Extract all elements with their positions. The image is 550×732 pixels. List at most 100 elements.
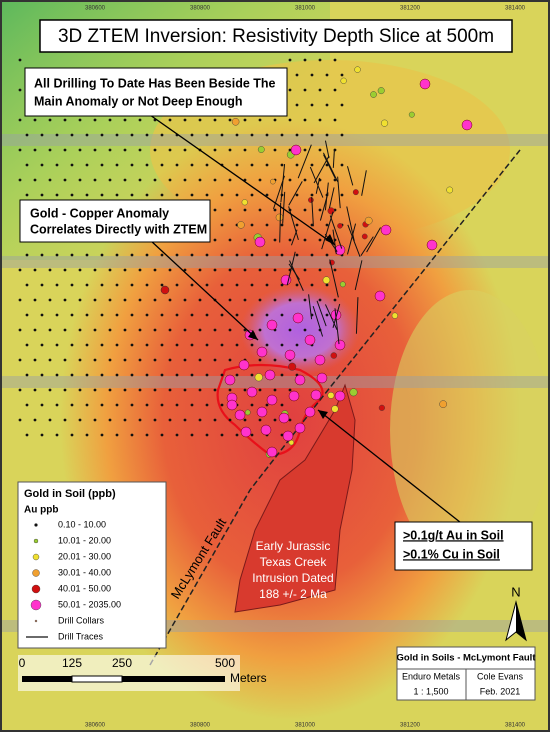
soil-sample (115, 373, 119, 377)
north-arrow-fill (516, 602, 526, 640)
soil-sample (205, 313, 209, 317)
soil-sample (258, 298, 262, 302)
soil-sample (175, 343, 179, 347)
soil-sample (55, 193, 59, 197)
soil-sample (275, 213, 284, 222)
soil-sample (85, 313, 89, 317)
soil-sample (123, 388, 127, 392)
soil-sample (318, 208, 322, 212)
callout-text: Gold - Copper Anomaly (30, 206, 169, 220)
callout-box (24, 67, 288, 117)
soil-sample (250, 313, 254, 317)
soil-sample (237, 221, 245, 229)
soil-sample (25, 283, 29, 287)
soil-sample (257, 146, 265, 153)
legend-label: Drill Collars (58, 615, 105, 625)
soil-sample (183, 148, 187, 152)
soil-sample (175, 163, 179, 167)
soil-sample-high (380, 224, 392, 236)
soil-sample (25, 433, 29, 437)
soil-sample (63, 178, 67, 182)
soil-sample (243, 208, 247, 212)
soil-sample (250, 253, 254, 257)
soil-sample-high (419, 78, 431, 90)
soil-sample (48, 418, 52, 422)
soil-sample (108, 328, 112, 332)
soil-sample (160, 253, 164, 257)
soil-sample (265, 133, 269, 137)
soil-sample (325, 313, 329, 317)
soil-sample (48, 388, 52, 392)
soil-sample (85, 283, 89, 287)
soil-sample (138, 298, 142, 302)
soil-sample (258, 268, 262, 272)
soil-sample (295, 193, 299, 197)
soil-sample (145, 163, 149, 167)
drill-trace (328, 187, 335, 209)
soil-sample (18, 418, 22, 422)
soil-sample (235, 373, 239, 377)
soil-sample (108, 118, 112, 122)
arrowhead (325, 234, 335, 245)
soil-sample (115, 163, 119, 167)
soil-sample (220, 223, 224, 227)
drill-trace (316, 300, 327, 327)
soil-sample (303, 238, 307, 242)
soil-sample (243, 268, 247, 272)
soil-sample (310, 73, 314, 77)
soil-sample (295, 163, 299, 167)
soil-sample (175, 313, 179, 317)
drill-trace (324, 140, 330, 159)
soil-sample (70, 343, 74, 347)
legend-symbol (34, 523, 38, 527)
coordinate-label: 380600 (85, 6, 106, 12)
soil-sample (138, 178, 142, 182)
soil-sample (377, 87, 385, 95)
soil-sample (55, 403, 59, 407)
soil-sample (303, 118, 307, 122)
soil-sample (93, 298, 97, 302)
soil-sample (123, 268, 127, 272)
soil-sample (160, 343, 164, 347)
soil-sample (160, 133, 164, 137)
title-block-author: Cole Evans (477, 671, 524, 681)
soil-sample (63, 118, 67, 122)
soil-sample (108, 298, 112, 302)
coordinate-label: 381000 (295, 723, 316, 729)
soil-sample (93, 358, 97, 362)
scale-label: 0 (19, 656, 26, 670)
soil-sample (318, 298, 322, 302)
soil-sample (138, 418, 142, 422)
soil-sample (235, 133, 239, 137)
soil-sample (205, 133, 209, 137)
drill-trace (286, 251, 296, 286)
soil-sample (265, 163, 269, 167)
soil-sample (228, 388, 232, 392)
soil-sample (310, 103, 314, 107)
soil-sample (325, 73, 329, 77)
soil-sample (33, 148, 37, 152)
soil-sample (280, 223, 284, 227)
soil-sample (175, 253, 179, 257)
soil-sample (130, 253, 134, 257)
soil-sample (288, 298, 292, 302)
soil-sample (40, 373, 44, 377)
soil-sample (70, 133, 74, 137)
soil-sample (123, 418, 127, 422)
legend-symbol (32, 553, 40, 561)
soil-sample (168, 118, 172, 122)
soil-sample-high (310, 389, 322, 401)
soil-sample (288, 88, 292, 92)
soil-sample-high (256, 406, 268, 418)
soil-sample (70, 193, 74, 197)
soil-sample (183, 178, 187, 182)
soil-sample (190, 403, 194, 407)
soil-sample (325, 223, 329, 227)
soil-sample (175, 433, 179, 437)
soil-sample (18, 118, 22, 122)
soil-sample (40, 283, 44, 287)
soil-sample (115, 433, 119, 437)
soil-sample (280, 313, 284, 317)
title-block-scale: 1 : 1,500 (413, 686, 448, 696)
soil-sample (220, 433, 224, 437)
